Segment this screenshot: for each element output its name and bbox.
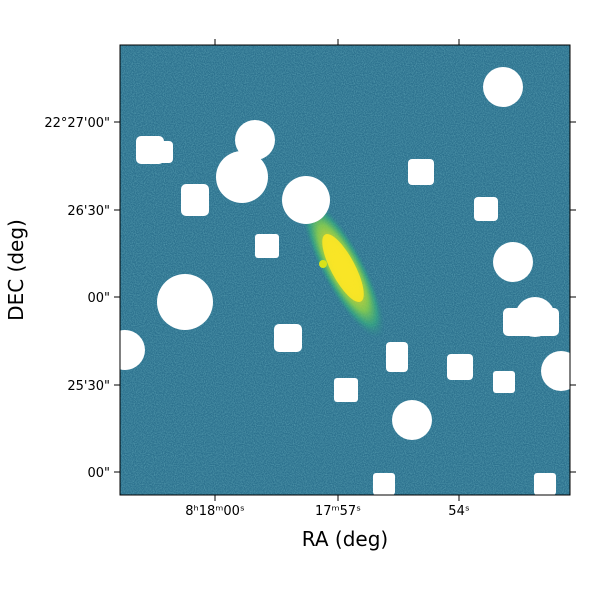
x-tick-label: 17ᵐ57ˢ bbox=[315, 504, 361, 519]
y-tick-label: 26'30" bbox=[67, 204, 110, 219]
x-axis-label: RA (deg) bbox=[302, 527, 388, 551]
masks bbox=[120, 67, 570, 495]
y-tick-label: 25'30" bbox=[67, 379, 110, 394]
image bbox=[120, 45, 570, 495]
x-tick-label: 8ʰ18ᵐ00ˢ bbox=[185, 504, 245, 519]
y-axis-label: DEC (deg) bbox=[4, 219, 28, 321]
y-tick-label: 22°27'00" bbox=[44, 116, 110, 131]
x-tick-label: 54ˢ bbox=[448, 504, 470, 519]
plot-frame bbox=[119, 44, 571, 496]
y-tick-label: 00" bbox=[87, 466, 110, 481]
y-tick-label: 00" bbox=[87, 291, 110, 306]
